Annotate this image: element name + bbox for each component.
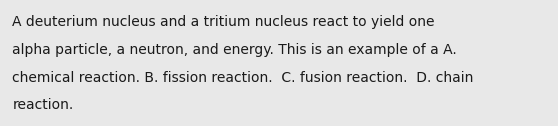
Text: alpha particle, a neutron, and energy. This is an example of a A.: alpha particle, a neutron, and energy. T… xyxy=(12,43,457,57)
Text: A deuterium nucleus and a tritium nucleus react to yield one: A deuterium nucleus and a tritium nucleu… xyxy=(12,15,435,29)
Text: chemical reaction. B. fission reaction.  C. fusion reaction.  D. chain: chemical reaction. B. fission reaction. … xyxy=(12,71,474,85)
Text: reaction.: reaction. xyxy=(12,98,74,112)
